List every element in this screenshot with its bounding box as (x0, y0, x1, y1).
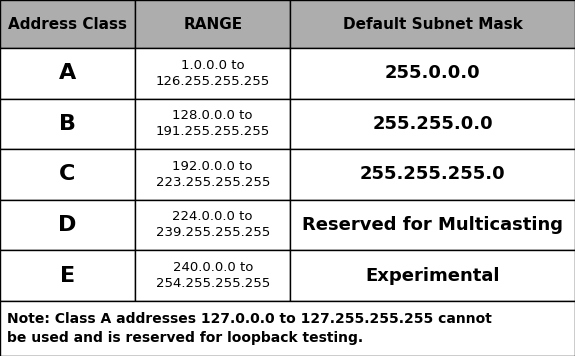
Text: Address Class: Address Class (8, 16, 127, 32)
Bar (135, 250, 290, 301)
Bar (290, 250, 575, 301)
Bar (0, 200, 135, 250)
Text: 255.0.0.0: 255.0.0.0 (385, 64, 481, 82)
Bar (0, 48, 135, 99)
Bar (290, 0, 575, 48)
Text: 128.0.0.0 to
191.255.255.255: 128.0.0.0 to 191.255.255.255 (156, 109, 270, 138)
Bar (0, 250, 135, 301)
Text: 240.0.0.0 to
254.255.255.255: 240.0.0.0 to 254.255.255.255 (156, 261, 270, 290)
Text: 1.0.0.0 to
126.255.255.255: 1.0.0.0 to 126.255.255.255 (156, 59, 270, 88)
Bar (290, 48, 575, 99)
Text: E: E (60, 266, 75, 286)
Bar (290, 99, 575, 149)
Text: 192.0.0.0 to
223.255.255.255: 192.0.0.0 to 223.255.255.255 (156, 160, 270, 189)
Text: B: B (59, 114, 76, 134)
Bar (0, 99, 135, 149)
Bar (290, 200, 575, 250)
Text: 224.0.0.0 to
239.255.255.255: 224.0.0.0 to 239.255.255.255 (156, 210, 270, 240)
Text: Reserved for Multicasting: Reserved for Multicasting (302, 216, 563, 234)
Bar (135, 48, 290, 99)
Text: Note: Class A addresses 127.0.0.0 to 127.255.255.255 cannot
be used and is reser: Note: Class A addresses 127.0.0.0 to 127… (7, 312, 492, 345)
Text: A: A (59, 63, 76, 83)
Bar (0, 301, 575, 356)
Text: 255.255.255.0: 255.255.255.0 (360, 166, 505, 183)
Text: Experimental: Experimental (366, 267, 500, 284)
Bar (135, 99, 290, 149)
Text: Default Subnet Mask: Default Subnet Mask (343, 16, 523, 32)
Bar (0, 0, 135, 48)
Bar (0, 149, 135, 200)
Text: RANGE: RANGE (183, 16, 242, 32)
Text: C: C (59, 164, 76, 184)
Bar (135, 149, 290, 200)
Text: D: D (59, 215, 76, 235)
Bar (135, 200, 290, 250)
Text: 255.255.0.0: 255.255.0.0 (373, 115, 493, 133)
Bar (135, 0, 290, 48)
Bar (290, 149, 575, 200)
